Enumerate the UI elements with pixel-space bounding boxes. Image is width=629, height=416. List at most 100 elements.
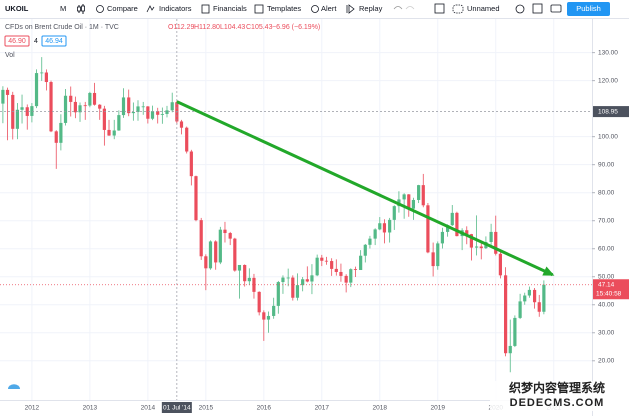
replay-icon[interactable] [346, 4, 355, 14]
candle-body [301, 279, 305, 286]
candle-body [204, 256, 208, 269]
x-tick-label: 2015 [199, 405, 214, 412]
ask[interactable]: 46.94 [45, 38, 63, 45]
x-tick-label: 2018 [373, 405, 388, 412]
fullscreen-icon[interactable] [532, 3, 543, 14]
watermark-line1: 织梦内容管理系统 [509, 380, 605, 395]
candle-body [189, 151, 193, 177]
templates-button[interactable]: Templates [267, 4, 301, 13]
candle-body [373, 229, 377, 239]
candle-body [1, 89, 5, 104]
candle-body [272, 305, 276, 316]
candle-body [156, 111, 160, 115]
candle-body [532, 289, 537, 303]
templates-icon[interactable] [254, 4, 264, 14]
candle-body [54, 131, 58, 143]
candle-body [127, 97, 131, 114]
undo-icon[interactable] [393, 6, 403, 10]
legend-change: −6.96 (−6.19%) [272, 24, 320, 31]
legend-low: L104.43 [220, 24, 245, 31]
interval[interactable]: M [60, 4, 66, 13]
candle-body [5, 89, 10, 95]
candle-body [194, 176, 198, 221]
candle-body [223, 229, 227, 234]
candle-body [527, 289, 531, 296]
candle-body [20, 107, 24, 110]
candle-body [353, 269, 358, 271]
candle-body [402, 194, 406, 200]
toolbar: UKOIL M Compare Indicators Financials Te… [0, 0, 629, 19]
candle-body [450, 212, 454, 226]
crosshair-y-label: 108.95 [598, 108, 618, 115]
candle-body [185, 127, 189, 152]
x-tick-label: 2014 [141, 405, 156, 412]
publish-button-bg[interactable] [567, 2, 610, 16]
trendline-arrowhead [542, 266, 555, 276]
y-tick-label: 60.00 [598, 245, 615, 252]
compare-icon[interactable] [96, 5, 104, 13]
candle-body [59, 122, 63, 143]
candle-body [266, 315, 271, 320]
candle-body [30, 106, 34, 116]
candle-body [344, 275, 348, 283]
candle-body [141, 106, 145, 108]
alert-button[interactable]: Alert [321, 4, 337, 13]
countdown-label: 15:40:58 [596, 290, 622, 297]
x-tick-label: 2016 [257, 405, 272, 412]
settings-icon[interactable] [515, 4, 525, 14]
y-tick-label: 70.00 [598, 217, 615, 224]
candle-body [518, 301, 522, 318]
candle-body [498, 253, 502, 276]
candle-body [446, 225, 450, 232]
compare-button[interactable]: Compare [107, 4, 138, 13]
indicators-icon[interactable] [146, 5, 155, 13]
candle-body [73, 101, 77, 113]
indicators-button[interactable]: Indicators [159, 4, 192, 13]
tv-logo [8, 384, 20, 389]
ask-box[interactable] [41, 35, 67, 47]
candle-body [136, 106, 140, 113]
chart-style-icon[interactable] [77, 4, 85, 14]
legend-open: O112.29 [168, 24, 194, 31]
candle-body [469, 234, 473, 248]
candle-body [320, 257, 324, 261]
bid-box[interactable] [4, 35, 30, 47]
candle-body [334, 268, 338, 272]
candle-body [63, 95, 68, 123]
candle-body [305, 279, 309, 282]
candle-body [455, 212, 459, 237]
trendline [176, 100, 554, 277]
layout-icon[interactable] [434, 3, 445, 14]
symbol[interactable]: UKOIL [5, 4, 29, 13]
x-tick-label: 2017 [315, 405, 330, 412]
financials-icon[interactable] [201, 4, 210, 14]
redo-icon[interactable] [405, 6, 415, 10]
financials-button[interactable]: Financials [213, 4, 247, 13]
replay-button[interactable]: Replay [359, 4, 383, 13]
layout-name[interactable]: Unnamed [467, 4, 500, 13]
candle-body [382, 223, 387, 233]
candle-body [179, 121, 184, 128]
candle-body [479, 246, 483, 249]
volume-label: Vol [5, 52, 15, 59]
candle-body [214, 241, 218, 263]
candle-body [208, 241, 213, 269]
bid[interactable]: 46.90 [8, 38, 26, 45]
spread: 4 [34, 38, 38, 45]
y-tick-label: 30.00 [598, 329, 615, 336]
candle-body [34, 73, 39, 107]
candle-body [537, 302, 541, 312]
alert-icon[interactable] [311, 5, 319, 13]
candle-body [247, 277, 251, 282]
y-tick-label: 40.00 [598, 301, 615, 308]
candle-body [92, 92, 97, 105]
last-price-bg [593, 279, 629, 300]
publish-button[interactable]: Publish [576, 4, 601, 13]
candle-body [131, 112, 135, 114]
candle-body [417, 185, 421, 200]
snapshot-icon[interactable] [550, 4, 562, 13]
candle-body [339, 271, 343, 276]
candle-body [359, 255, 363, 271]
x-tick-label: 2019 [431, 405, 446, 412]
